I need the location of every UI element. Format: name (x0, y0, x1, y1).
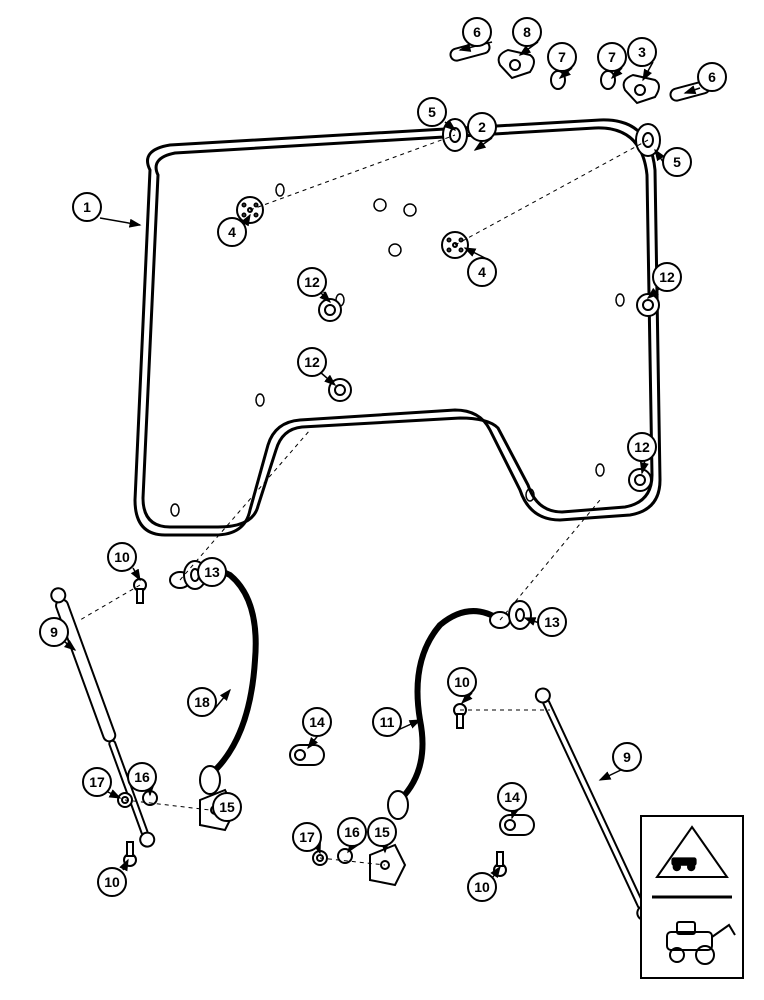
callout-ref-14: 14 (497, 782, 527, 812)
callout-ref-10: 10 (447, 667, 477, 697)
callout-ref-7: 7 (547, 42, 577, 72)
callout-ref-7: 7 (597, 42, 627, 72)
callout-ref-9: 9 (39, 617, 69, 647)
callout-ref-16: 16 (337, 817, 367, 847)
callout-ref-6: 6 (462, 17, 492, 47)
callout-ref-17: 17 (292, 822, 322, 852)
callout-ref-13: 13 (537, 607, 567, 637)
callout-ref-14: 14 (302, 707, 332, 737)
callout-ref-3: 3 (627, 37, 657, 67)
callout-ref-4: 4 (217, 217, 247, 247)
callout-ref-6: 6 (697, 62, 727, 92)
callout-ref-10: 10 (97, 867, 127, 897)
callout-ref-1: 1 (72, 192, 102, 222)
callout-ref-10: 10 (467, 872, 497, 902)
callout-ref-5: 5 (662, 147, 692, 177)
callout-ref-12: 12 (297, 347, 327, 377)
callout-ref-11: 11 (372, 707, 402, 737)
callout-ref-12: 12 (627, 432, 657, 462)
parts-diagram: 1234455667789910101010111212121213131414… (0, 0, 764, 1000)
callout-ref-12: 12 (652, 262, 682, 292)
window-outline (135, 120, 660, 535)
callout-ref-15: 15 (212, 792, 242, 822)
callout-ref-12: 12 (297, 267, 327, 297)
callout-ref-5: 5 (417, 97, 447, 127)
legend-icons (642, 817, 742, 977)
legend-box (640, 815, 744, 979)
callout-ref-15: 15 (367, 817, 397, 847)
callout-ref-9: 9 (612, 742, 642, 772)
callout-ref-17: 17 (82, 767, 112, 797)
callout-ref-2: 2 (467, 112, 497, 142)
callout-ref-16: 16 (127, 762, 157, 792)
callout-ref-18: 18 (187, 687, 217, 717)
callout-ref-4: 4 (467, 257, 497, 287)
callout-ref-8: 8 (512, 17, 542, 47)
callout-ref-13: 13 (197, 557, 227, 587)
callout-ref-10: 10 (107, 542, 137, 572)
